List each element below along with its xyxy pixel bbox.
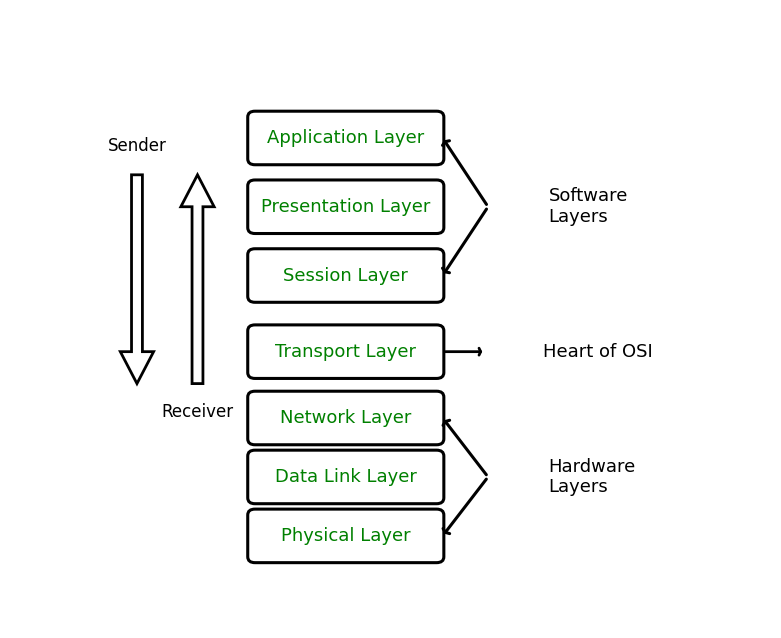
FancyBboxPatch shape (248, 249, 444, 302)
Text: Heart of OSI: Heart of OSI (543, 343, 652, 360)
Text: Presentation Layer: Presentation Layer (261, 198, 430, 216)
Text: Network Layer: Network Layer (280, 409, 412, 427)
Text: Session Layer: Session Layer (284, 267, 408, 285)
FancyBboxPatch shape (248, 111, 444, 165)
FancyArrow shape (181, 175, 214, 383)
FancyArrow shape (120, 175, 154, 383)
FancyBboxPatch shape (248, 391, 444, 445)
FancyBboxPatch shape (248, 325, 444, 378)
FancyBboxPatch shape (248, 509, 444, 563)
Text: Software
Layers: Software Layers (548, 188, 628, 226)
Text: Sender: Sender (108, 137, 166, 155)
Text: Physical Layer: Physical Layer (281, 527, 411, 545)
Text: Data Link Layer: Data Link Layer (275, 468, 417, 486)
Text: Transport Layer: Transport Layer (275, 343, 416, 360)
Text: Application Layer: Application Layer (267, 129, 424, 147)
FancyBboxPatch shape (248, 450, 444, 504)
Text: Hardware
Layers: Hardware Layers (548, 457, 636, 496)
Text: Receiver: Receiver (162, 403, 234, 421)
FancyBboxPatch shape (248, 180, 444, 234)
